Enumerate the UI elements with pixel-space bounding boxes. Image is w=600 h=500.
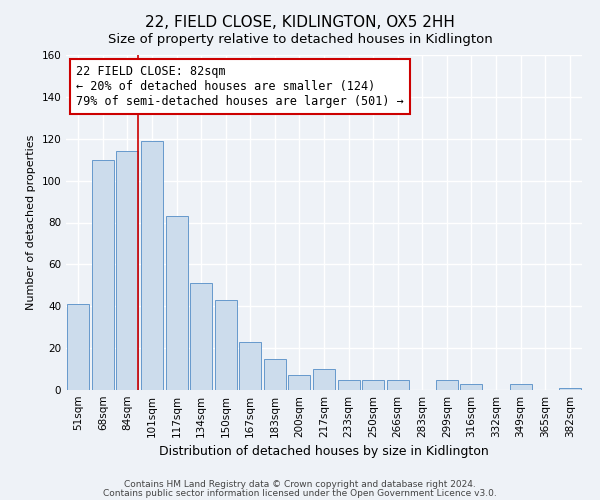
Bar: [264, 358, 286, 390]
Bar: [190, 283, 212, 390]
X-axis label: Distribution of detached houses by size in Kidlington: Distribution of detached houses by size …: [159, 446, 489, 458]
Bar: [141, 141, 163, 390]
Bar: [239, 342, 262, 390]
Bar: [460, 384, 482, 390]
Bar: [509, 384, 532, 390]
Bar: [215, 300, 237, 390]
Bar: [92, 160, 114, 390]
Text: Size of property relative to detached houses in Kidlington: Size of property relative to detached ho…: [107, 32, 493, 46]
Bar: [67, 304, 89, 390]
Text: 22, FIELD CLOSE, KIDLINGTON, OX5 2HH: 22, FIELD CLOSE, KIDLINGTON, OX5 2HH: [145, 15, 455, 30]
Bar: [362, 380, 384, 390]
Text: Contains public sector information licensed under the Open Government Licence v3: Contains public sector information licen…: [103, 488, 497, 498]
Text: Contains HM Land Registry data © Crown copyright and database right 2024.: Contains HM Land Registry data © Crown c…: [124, 480, 476, 489]
Bar: [386, 380, 409, 390]
Bar: [166, 216, 188, 390]
Text: 22 FIELD CLOSE: 82sqm
← 20% of detached houses are smaller (124)
79% of semi-det: 22 FIELD CLOSE: 82sqm ← 20% of detached …: [76, 65, 404, 108]
Y-axis label: Number of detached properties: Number of detached properties: [26, 135, 36, 310]
Bar: [313, 369, 335, 390]
Bar: [289, 376, 310, 390]
Bar: [338, 380, 359, 390]
Bar: [559, 388, 581, 390]
Bar: [436, 380, 458, 390]
Bar: [116, 152, 139, 390]
